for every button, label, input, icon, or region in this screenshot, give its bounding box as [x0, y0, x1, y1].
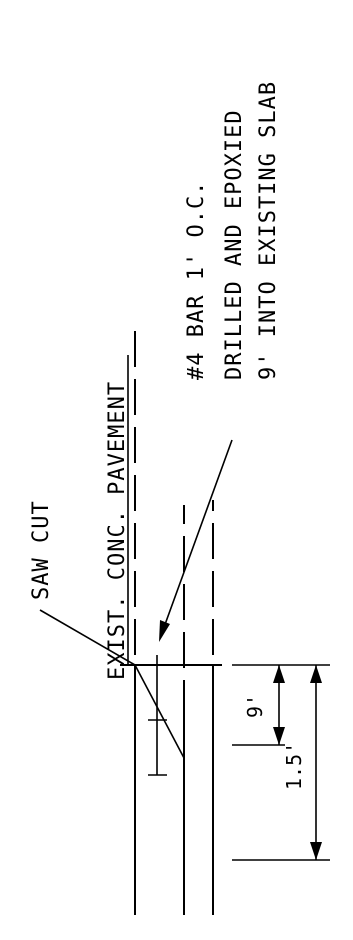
slab-thickness-value: 1.5' — [282, 742, 306, 790]
saw-cut-leader — [39, 609, 136, 666]
slab-thickness-arrow-top — [310, 665, 322, 683]
existing-pavement-label: EXIST. CONC. PAVEMENT — [105, 381, 130, 680]
slab-thickness-arrow-bottom — [310, 842, 322, 860]
embed-depth-arrow-bottom — [273, 727, 285, 745]
embed-depth-arrow-top — [273, 665, 285, 683]
bar-note-line1: #4 BAR 1' O.C. — [184, 181, 209, 380]
bar-leader-arrowhead — [159, 620, 170, 642]
embed-depth-value: 9' — [243, 694, 267, 718]
saw-cut-label: SAW CUT — [29, 500, 54, 600]
bar-leader — [162, 439, 233, 631]
bar-note-line3: 9' INTO EXISTING SLAB — [256, 81, 281, 380]
saw-cut-slope — [134, 664, 185, 759]
bar-note-line2: DRILLED AND EPOXIED — [222, 109, 247, 380]
